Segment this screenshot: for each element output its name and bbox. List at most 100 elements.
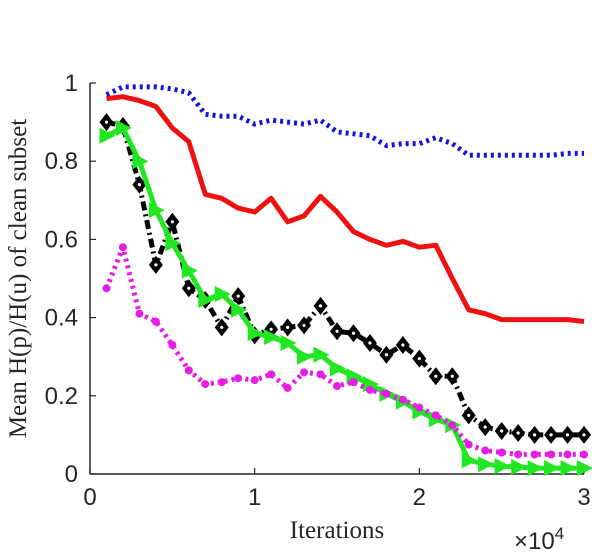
data-point-marker xyxy=(530,450,539,459)
data-point-marker xyxy=(398,395,407,404)
data-point-center xyxy=(565,433,570,437)
data-point-marker xyxy=(118,243,127,252)
data-point-center xyxy=(187,286,191,290)
data-point-center xyxy=(170,220,174,224)
data-point-marker xyxy=(135,309,144,318)
data-point-center xyxy=(236,294,240,298)
data-point-marker xyxy=(544,460,561,477)
data-point-marker xyxy=(198,292,215,309)
data-point-marker xyxy=(102,284,111,293)
y-tick-label: 0 xyxy=(65,461,78,488)
data-point-center xyxy=(104,120,109,124)
data-point-marker xyxy=(494,458,511,475)
data-point-center xyxy=(483,425,487,429)
data-point-center xyxy=(384,353,388,357)
data-point-marker xyxy=(283,383,292,392)
data-point-marker xyxy=(365,385,374,394)
data-point-marker xyxy=(448,421,457,430)
series-line xyxy=(106,94,585,324)
series-layer xyxy=(99,84,592,477)
data-point-center xyxy=(500,429,504,433)
x-tick-label: 3 xyxy=(577,484,590,511)
data-point-marker xyxy=(184,366,193,375)
data-point-marker xyxy=(580,450,588,459)
data-point-marker xyxy=(464,440,473,449)
data-point-center xyxy=(335,329,339,333)
data-point-center xyxy=(318,304,323,308)
data-point-center xyxy=(137,183,141,187)
data-point-marker xyxy=(415,403,424,412)
data-point-marker xyxy=(214,286,231,303)
data-point-marker xyxy=(234,374,243,383)
data-point-marker xyxy=(563,450,572,459)
series-line xyxy=(105,84,584,158)
series-2 xyxy=(106,94,585,324)
data-point-marker xyxy=(99,127,116,144)
data-point-marker xyxy=(267,370,276,379)
data-point-marker xyxy=(333,382,341,391)
data-point-marker xyxy=(514,450,523,459)
data-point-marker xyxy=(382,389,391,398)
data-point-marker xyxy=(478,456,495,473)
data-point-marker xyxy=(497,448,506,457)
data-point-center xyxy=(533,433,537,437)
data-point-marker xyxy=(481,446,490,455)
y-tick-label: 0.6 xyxy=(45,226,78,253)
data-point-marker xyxy=(165,235,182,252)
data-point-center xyxy=(286,325,290,329)
data-point-marker xyxy=(316,370,325,379)
series-3 xyxy=(99,113,591,444)
data-point-marker xyxy=(181,262,198,279)
data-point-marker xyxy=(168,340,177,349)
data-point-marker xyxy=(231,301,248,318)
data-point-marker xyxy=(461,452,478,469)
data-point-marker xyxy=(547,450,556,459)
data-point-center xyxy=(450,374,454,378)
data-point-marker xyxy=(560,460,577,477)
data-point-center xyxy=(269,327,273,331)
x-axis-title: Iterations xyxy=(290,517,384,544)
x-axis-multiplier: ×104 xyxy=(514,524,564,555)
data-point-marker xyxy=(201,380,210,389)
data-point-marker xyxy=(247,325,264,342)
data-point-marker xyxy=(577,460,592,477)
data-point-marker xyxy=(280,335,297,352)
data-point-marker xyxy=(431,411,440,420)
x-tick-label: 0 xyxy=(83,484,96,511)
data-point-marker xyxy=(300,368,309,377)
data-point-marker xyxy=(511,458,528,475)
data-point-marker xyxy=(148,202,165,219)
data-point-center xyxy=(549,433,553,437)
y-tick-label: 0.4 xyxy=(45,305,78,332)
data-point-center xyxy=(154,263,158,267)
data-point-marker xyxy=(217,378,226,387)
data-point-center xyxy=(368,341,372,345)
data-point-center xyxy=(351,331,356,335)
series-line xyxy=(105,125,584,471)
data-point-marker xyxy=(250,376,259,385)
x-axis-multiplier-exponent: 4 xyxy=(555,524,564,543)
data-point-marker xyxy=(151,317,160,326)
data-point-marker xyxy=(330,360,346,377)
data-point-center xyxy=(582,433,586,437)
series-5 xyxy=(102,243,588,459)
series-line xyxy=(105,119,584,438)
series-1 xyxy=(105,84,584,158)
y-tick-label: 0.8 xyxy=(45,148,78,175)
data-point-marker xyxy=(132,153,149,170)
data-point-center xyxy=(220,325,224,329)
data-point-center xyxy=(516,431,520,435)
x-tick-label: 1 xyxy=(248,484,261,511)
data-point-marker xyxy=(349,378,358,387)
data-point-marker xyxy=(527,460,544,477)
axes: 0 1 2 3 0 0.2 0.4 0.6 0.8 1 xyxy=(45,70,591,511)
data-point-marker xyxy=(115,119,132,136)
data-point-center xyxy=(434,374,438,378)
data-point-center xyxy=(401,343,405,347)
series-line xyxy=(104,244,584,457)
x-tick-label: 2 xyxy=(413,484,426,511)
data-point-center xyxy=(417,357,421,361)
y-tick-label: 1 xyxy=(65,70,78,97)
series-4 xyxy=(99,119,592,477)
